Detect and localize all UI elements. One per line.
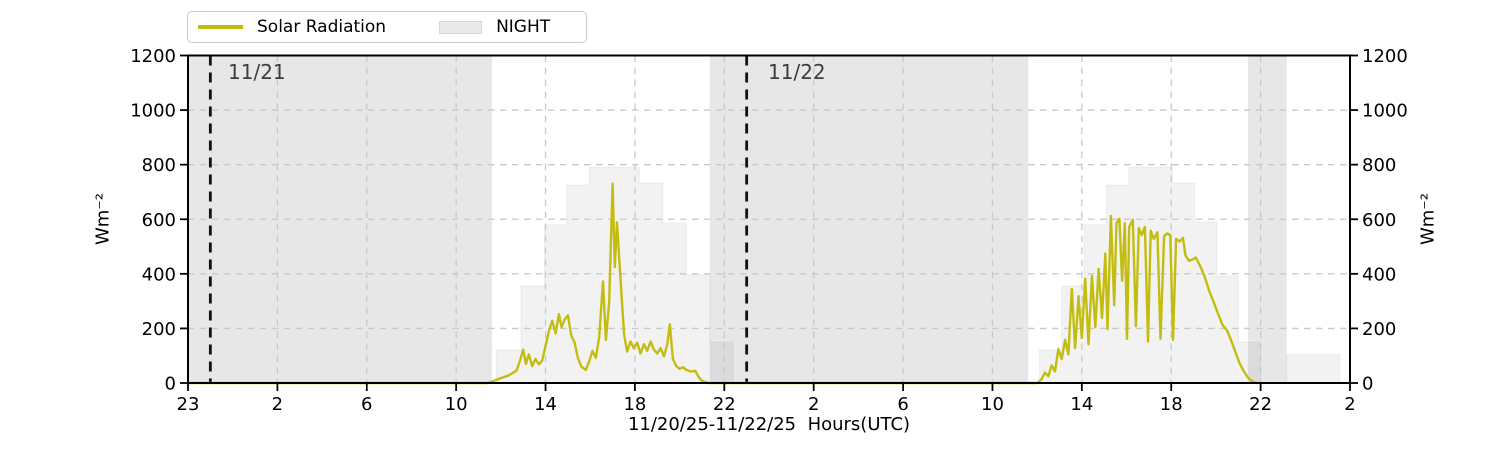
- x-tick-label: 10: [445, 394, 468, 415]
- y-tick-label-left: 1200: [130, 46, 176, 67]
- night-tail-strip: [1286, 353, 1341, 384]
- night-band: [709, 55, 1029, 383]
- x-tick-label: 18: [1160, 394, 1183, 415]
- y-tick-label-right: 600: [1362, 210, 1396, 231]
- y-tick-label-right: 1200: [1362, 46, 1408, 67]
- x-tick-label: 2: [1344, 394, 1355, 415]
- y-tick-label-left: 1000: [130, 101, 176, 122]
- y-tick-label-right: 1000: [1362, 101, 1408, 122]
- y-tick-label-right: 400: [1362, 264, 1396, 285]
- x-axis-label: 11/20/25-11/22/25 Hours(UTC): [627, 414, 911, 435]
- x-tick-label: 10: [981, 394, 1004, 415]
- y-axis-label-right: Wm⁻²: [1417, 192, 1439, 246]
- legend-label-solar-radiation: Solar Radiation: [257, 17, 387, 37]
- x-tick-label: 22: [713, 394, 736, 415]
- y-tick-label-left: 200: [142, 319, 176, 340]
- x-tick-label: 14: [1070, 394, 1093, 415]
- y-tick-label-right: 800: [1362, 155, 1396, 176]
- legend-label-night: NIGHT: [496, 17, 551, 37]
- x-tick-label: 6: [897, 394, 908, 415]
- y-axis-label-left: Wm⁻²: [92, 192, 114, 246]
- clear-sky-step-envelope: [495, 166, 734, 384]
- solar-radiation-line-swatch: [198, 25, 243, 29]
- y-tick-label-right: 200: [1362, 319, 1396, 340]
- x-tick-label: 18: [623, 394, 646, 415]
- y-tick-label-left: 400: [142, 264, 176, 285]
- day-annotation-11-22: 11/22: [768, 60, 826, 84]
- y-tick-label-right: 0: [1362, 374, 1373, 395]
- x-tick-label: 14: [534, 394, 557, 415]
- y-tick-label-left: 800: [142, 155, 176, 176]
- day-annotation-11-21: 11/21: [228, 60, 286, 84]
- legend: Solar Radiation NIGHT: [187, 11, 587, 43]
- night-patch-swatch: [439, 20, 483, 34]
- x-tick-label: 23: [177, 394, 200, 415]
- x-tick-label: 2: [272, 394, 283, 415]
- x-tick-label: 2: [808, 394, 819, 415]
- x-tick-label: 6: [361, 394, 372, 415]
- x-tick-label: 22: [1249, 394, 1272, 415]
- y-tick-label-left: 0: [165, 374, 176, 395]
- y-tick-label-left: 600: [142, 210, 176, 231]
